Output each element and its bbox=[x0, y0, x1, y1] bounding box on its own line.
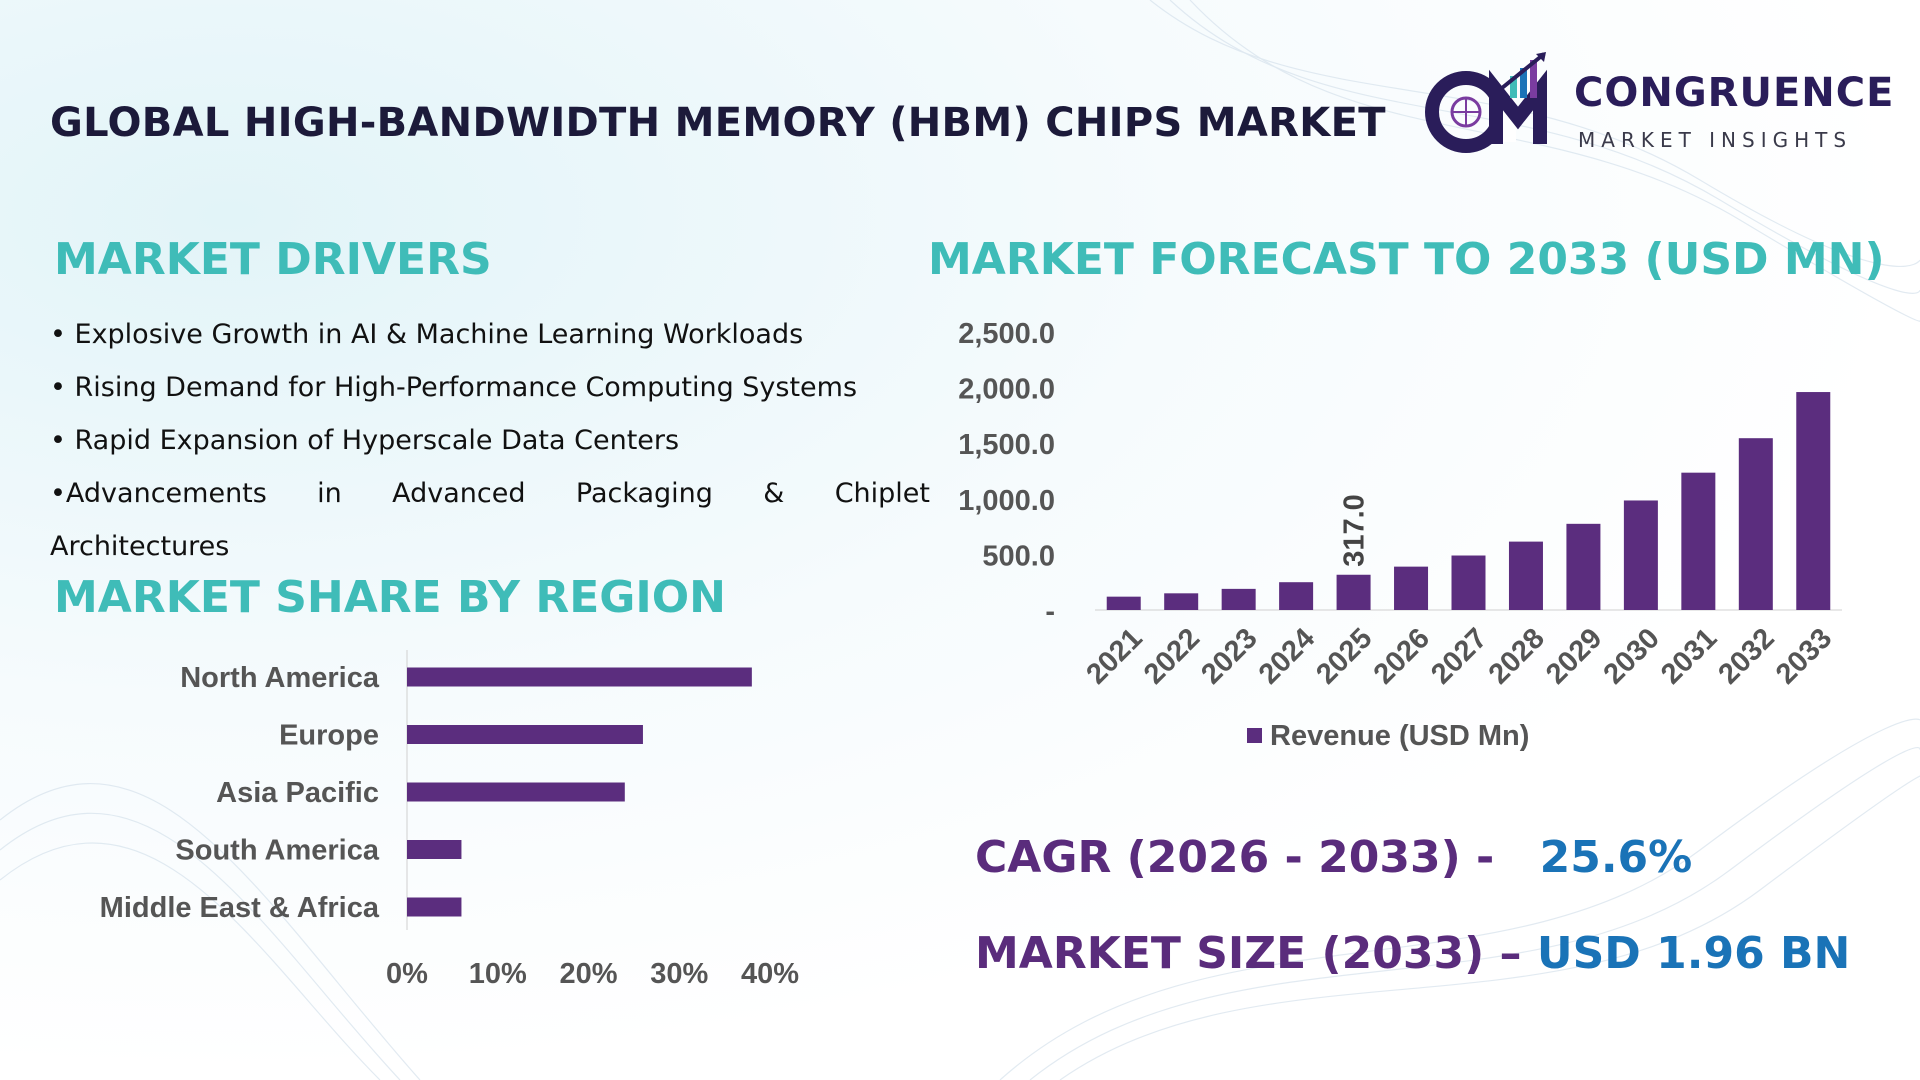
region-bar bbox=[407, 897, 462, 917]
logo-tagline: MARKET INSIGHTS bbox=[1578, 128, 1853, 152]
cagr-stat: CAGR (2026 - 2033) - 25.6% bbox=[975, 832, 1692, 883]
forecast-x-tick: 2033 bbox=[1770, 622, 1838, 690]
region-x-tick: 20% bbox=[559, 958, 617, 990]
logo-wordmark: CONGRUENCE bbox=[1574, 70, 1895, 116]
region-label: South America bbox=[175, 835, 379, 867]
forecast-x-tick: 2030 bbox=[1598, 622, 1666, 690]
forecast-y-tick: 1,500.0 bbox=[958, 429, 1055, 461]
region-label: Europe bbox=[279, 720, 379, 752]
brand-logo: CONGRUENCE MARKET INSIGHTS bbox=[1418, 52, 1898, 162]
forecast-bar bbox=[1279, 582, 1314, 610]
forecast-x-tick: 2026 bbox=[1368, 622, 1436, 690]
forecast-bar bbox=[1221, 588, 1256, 610]
region-label: Asia Pacific bbox=[216, 777, 379, 809]
forecast-data-label: 317.0 bbox=[1339, 494, 1371, 567]
region-x-tick: 10% bbox=[469, 958, 527, 990]
forecast-bar bbox=[1508, 541, 1543, 610]
forecast-y-tick: - bbox=[1045, 596, 1055, 628]
forecast-x-tick: 2028 bbox=[1483, 622, 1551, 690]
forecast-bar bbox=[1738, 438, 1773, 610]
region-bar bbox=[407, 725, 643, 744]
cagr-label: CAGR (2026 - 2033) - bbox=[975, 832, 1495, 883]
region-bar bbox=[407, 782, 625, 802]
forecast-y-tick: 1,000.0 bbox=[958, 485, 1055, 517]
forecast-x-tick: 2023 bbox=[1195, 622, 1263, 690]
logo-mark-icon bbox=[1425, 52, 1547, 153]
region-bar bbox=[407, 840, 462, 859]
market-size-label: MARKET SIZE (2033) – bbox=[975, 928, 1522, 979]
forecast-bar bbox=[1623, 500, 1658, 610]
forecast-bar bbox=[1796, 392, 1831, 610]
driver-item: •Advancements in Advanced Packaging & Ch… bbox=[50, 478, 930, 509]
forecast-x-tick: 2029 bbox=[1540, 622, 1608, 690]
forecast-bar bbox=[1164, 593, 1199, 610]
page-title: GLOBAL HIGH-BANDWIDTH MEMORY (HBM) CHIPS… bbox=[50, 100, 1386, 146]
market-drivers-list: • Explosive Growth in AI & Machine Learn… bbox=[50, 308, 930, 573]
region-bar bbox=[407, 667, 752, 687]
market-drivers-heading: MARKET DRIVERS bbox=[54, 234, 492, 285]
forecast-bar bbox=[1394, 566, 1429, 610]
driver-item: • Rising Demand for High-Performance Com… bbox=[50, 372, 858, 403]
forecast-x-tick: 2021 bbox=[1080, 622, 1148, 690]
forecast-x-tick: 2024 bbox=[1253, 622, 1321, 690]
region-share-heading: MARKET SHARE BY REGION bbox=[54, 572, 726, 623]
forecast-bar bbox=[1566, 523, 1601, 610]
forecast-y-tick: 2,000.0 bbox=[958, 374, 1055, 406]
market-size-value: USD 1.96 BN bbox=[1536, 928, 1851, 979]
forecast-bar bbox=[1106, 596, 1141, 610]
legend-label: Revenue (USD Mn) bbox=[1270, 720, 1529, 752]
forecast-x-tick: 2031 bbox=[1655, 622, 1723, 690]
forecast-bar bbox=[1336, 574, 1371, 610]
forecast-bar bbox=[1681, 472, 1716, 610]
legend-swatch bbox=[1247, 728, 1262, 743]
region-x-tick: 40% bbox=[741, 958, 799, 990]
forecast-x-tick: 2032 bbox=[1713, 622, 1781, 690]
region-label: Middle East & Africa bbox=[100, 892, 380, 924]
market-size-stat: MARKET SIZE (2033) – USD 1.96 BN bbox=[975, 928, 1850, 979]
region-x-tick: 30% bbox=[650, 958, 708, 990]
forecast-y-tick: 500.0 bbox=[982, 540, 1055, 572]
forecast-bar bbox=[1451, 555, 1486, 610]
cagr-value: 25.6% bbox=[1539, 832, 1693, 883]
forecast-x-tick: 2027 bbox=[1425, 622, 1493, 690]
region-x-tick: 0% bbox=[386, 958, 428, 990]
driver-item: • Explosive Growth in AI & Machine Learn… bbox=[50, 319, 804, 350]
forecast-x-tick: 2025 bbox=[1310, 622, 1378, 690]
region-label: North America bbox=[180, 662, 380, 694]
driver-item: • Rapid Expansion of Hyperscale Data Cen… bbox=[50, 425, 680, 456]
forecast-heading: MARKET FORECAST TO 2033 (USD MN) bbox=[928, 234, 1885, 285]
driver-item-continuation: Architectures bbox=[50, 531, 230, 562]
forecast-y-tick: 2,500.0 bbox=[958, 318, 1055, 350]
forecast-x-tick: 2022 bbox=[1138, 622, 1206, 690]
